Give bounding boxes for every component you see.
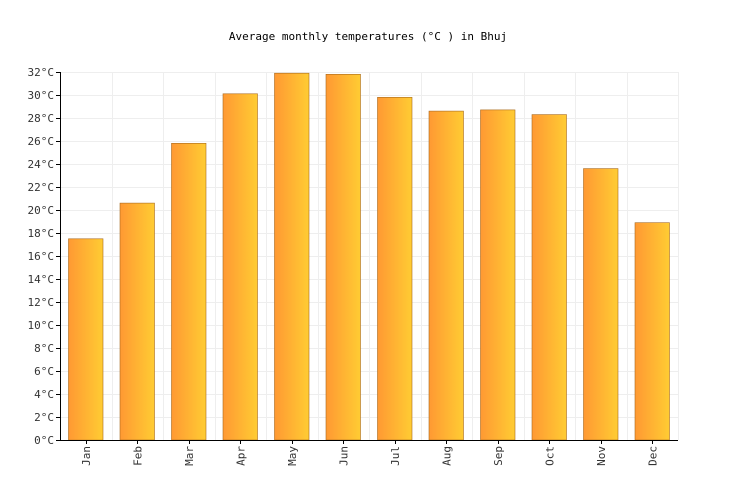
x-tick-label-feb: Feb [131, 446, 144, 466]
chart-title: Average monthly temperatures (°C ) in Bh… [229, 30, 507, 43]
y-tick-label: 14°C [28, 273, 55, 286]
x-tick-label-jul: Jul [389, 446, 402, 466]
y-tick-label: 12°C [28, 296, 55, 309]
x-tick-label-oct: Oct [543, 446, 556, 466]
bars [68, 72, 670, 441]
bar-jun [325, 74, 361, 441]
y-tick-label: 18°C [28, 227, 55, 240]
x-tick-label-mar: Mar [183, 446, 196, 466]
x-tick-labels: Jan Feb Mar Apr May Jun Jul Aug Sep Oct Nov Dec [80, 440, 659, 466]
y-tick-label: 0°C [34, 434, 54, 447]
bar-nov [583, 168, 619, 441]
bar-dec [634, 222, 670, 441]
bar-jul [377, 97, 413, 441]
y-tick-labels: 0°C 2°C 4°C 6°C 8°C 10°C 12°C 14°C 16°C 18°C 20°C 2… [28, 66, 60, 447]
y-tick-label: 20°C [28, 204, 55, 217]
x-tick-label-dec: Dec [646, 446, 659, 466]
bar-aug [428, 110, 464, 441]
y-tick-label: 10°C [28, 319, 55, 332]
axes [60, 72, 678, 441]
y-tick-label: 16°C [28, 250, 55, 263]
bar-feb [119, 202, 155, 441]
y-tick-label: 32°C [28, 66, 55, 79]
bar-oct [531, 114, 567, 441]
x-tick-label-jun: Jun [337, 446, 350, 466]
y-tick-label: 28°C [28, 112, 55, 125]
x-tick-label-apr: Apr [234, 446, 247, 466]
y-tick-label: 22°C [28, 181, 55, 194]
x-tick-label-sep: Sep [492, 446, 505, 466]
bar-mar [171, 143, 207, 441]
y-tick-label: 6°C [34, 365, 54, 378]
y-tick-label: 30°C [28, 89, 55, 102]
x-tick-label-jan: Jan [80, 446, 93, 466]
x-tick-label-nov: Nov [595, 446, 608, 466]
y-tick-label: 4°C [34, 388, 54, 401]
bar-may [274, 72, 310, 441]
bar-sep [480, 109, 516, 441]
bar-apr [222, 93, 258, 441]
y-tick-label: 26°C [28, 135, 55, 148]
y-tick-label: 24°C [28, 158, 55, 171]
bar-jan [68, 238, 104, 441]
x-tick-label-aug: Aug [440, 446, 453, 466]
y-tick-label: 2°C [34, 411, 54, 424]
y-tick-label: 8°C [34, 342, 54, 355]
grid-lines [60, 72, 679, 440]
x-tick-label-may: May [286, 446, 299, 466]
